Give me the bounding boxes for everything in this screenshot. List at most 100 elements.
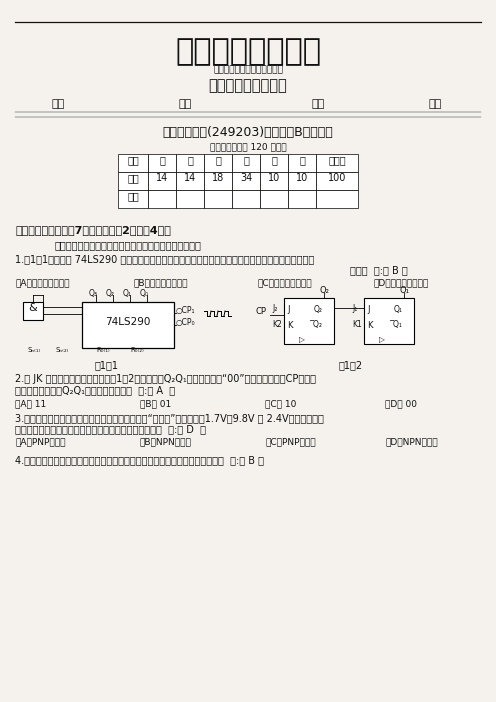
Text: 74LS290: 74LS290	[105, 317, 151, 327]
Text: （C）置数法：五进制: （C）置数法：五进制	[258, 278, 312, 287]
Bar	[118, 190, 148, 208]
Bar	[316, 172, 358, 190]
Text: Q₂: Q₂	[106, 289, 115, 298]
Text: K2: K2	[272, 320, 282, 329]
Bar	[288, 190, 316, 208]
Bar	[316, 190, 358, 208]
Text: ̅Q₁: ̅Q₁	[394, 320, 403, 329]
Text: 图1－2: 图1－2	[339, 360, 363, 370]
Bar	[232, 154, 260, 172]
Text: 上海工程技术大学: 上海工程技术大学	[175, 37, 321, 67]
Bar	[148, 154, 176, 172]
Text: 四: 四	[243, 155, 249, 165]
Bar	[260, 154, 288, 172]
Text: 3.测得某电路中，晶体管的三个管脚电位大小（对“参考地”）分别为：1.7V、9.8V 和 2.4V，试判断该晶: 3.测得某电路中，晶体管的三个管脚电位大小（对“参考地”）分别为：1.7V、9.…	[15, 413, 324, 423]
Bar	[204, 154, 232, 172]
Text: 100: 100	[328, 173, 346, 183]
Text: J: J	[287, 305, 290, 314]
Text: Q₁: Q₁	[399, 286, 409, 295]
Text: K: K	[367, 321, 372, 330]
Text: K1: K1	[352, 320, 362, 329]
Text: 班级: 班级	[179, 99, 191, 109]
Bar	[82, 302, 174, 348]
Text: Sₙ₍₁₎: Sₙ₍₁₎	[27, 347, 40, 353]
Bar	[260, 190, 288, 208]
Text: 学院: 学院	[52, 99, 64, 109]
Text: 14: 14	[156, 173, 168, 183]
Text: 五: 五	[271, 155, 277, 165]
Text: 六: 六	[299, 155, 305, 165]
Text: Sₙ₍₂₎: Sₙ₍₂₎	[55, 347, 68, 353]
Text: 一: 一	[159, 155, 165, 165]
Bar	[232, 190, 260, 208]
Text: 18: 18	[212, 173, 224, 183]
Text: 10: 10	[268, 173, 280, 183]
Bar	[260, 172, 288, 190]
Text: （D） 00: （D） 00	[385, 399, 417, 408]
Bar	[284, 298, 334, 344]
Text: 姓名: 姓名	[311, 99, 324, 109]
Bar	[23, 302, 43, 320]
Text: 学号: 学号	[429, 99, 441, 109]
Text: （D）置数法：六进制: （D）置数法：六进制	[373, 278, 428, 287]
Text: （B） 01: （B） 01	[140, 399, 171, 408]
Bar	[176, 172, 204, 190]
Bar	[288, 154, 316, 172]
Text: 1.图1－1是由芯片 74LS290 构成的任意进制时序电路，试判定该电路是什么改接方法？实现了几进制计: 1.图1－1是由芯片 74LS290 构成的任意进制时序电路，试判定该电路是什么…	[15, 254, 314, 264]
Text: Q₂: Q₂	[314, 305, 323, 314]
Text: （D）NPN型：硅: （D）NPN型：硅	[385, 437, 437, 446]
Text: 体管是什么类型的品体管？该品体管是什么材料构成的？  答:（ D  ）: 体管是什么类型的品体管？该品体管是什么材料构成的？ 答:（ D ）	[15, 424, 206, 434]
Text: （B）清零法：六进制: （B）清零法：六进制	[133, 278, 187, 287]
Bar	[204, 172, 232, 190]
Text: （C）PNP型：硅: （C）PNP型：硅	[265, 437, 315, 446]
Bar	[204, 190, 232, 208]
Text: （B）NPN型：锁: （B）NPN型：锁	[140, 437, 192, 446]
Text: R₀₍₂₎: R₀₍₂₎	[130, 347, 144, 353]
Text: 三: 三	[215, 155, 221, 165]
Bar	[176, 190, 204, 208]
Text: 2.由 JK 触发器构成的时序电路如图1－2所示，如果Q₂Q₁的初始状态为“00”，则当时钟脉冲CP的下一: 2.由 JK 触发器构成的时序电路如图1－2所示，如果Q₂Q₁的初始状态为“00…	[15, 374, 316, 384]
Text: 得分: 得分	[127, 191, 139, 201]
Text: ▷: ▷	[379, 335, 385, 344]
Text: Q₂: Q₂	[319, 286, 329, 295]
Text: Q₁: Q₁	[123, 289, 131, 298]
Text: 4.为了稳定放大电路的输出电流，并降低输入电阻，应引入什么类型的负反馈？  答:（ B ）: 4.为了稳定放大电路的输出电流，并降低输入电阻，应引入什么类型的负反馈？ 答:（…	[15, 455, 264, 465]
Text: R₀₍₁₎: R₀₍₁₎	[96, 347, 110, 353]
Text: 一、选择题（本题共7小题，每小题2分，共4分）: 一、选择题（本题共7小题，每小题2分，共4分）	[15, 225, 171, 235]
Bar	[316, 154, 358, 172]
Text: 个脉冲到来之后，Q₂Q₁将出现什么状态？  答:（ A  ）: 个脉冲到来之后，Q₂Q₁将出现什么状态？ 答:（ A ）	[15, 385, 175, 395]
Bar	[364, 298, 414, 344]
Text: （A）PNP型：锁: （A）PNP型：锁	[15, 437, 65, 446]
Text: J₂: J₂	[272, 304, 277, 313]
Text: （A）清零法：五进制: （A）清零法：五进制	[15, 278, 69, 287]
Bar	[288, 172, 316, 190]
Bar	[118, 172, 148, 190]
Text: （注：请将唯一正确的选项的相应字母，填写在括号里）: （注：请将唯一正确的选项的相应字母，填写在括号里）	[55, 240, 202, 250]
Text: 数器？  答:（ B ）: 数器？ 答:（ B ）	[350, 265, 408, 275]
Text: 14: 14	[184, 173, 196, 183]
Text: J₁: J₁	[352, 304, 357, 313]
Text: ▷: ▷	[299, 335, 305, 344]
Text: （C） 10: （C） 10	[265, 399, 297, 408]
Text: Q₃: Q₃	[88, 289, 98, 298]
Text: 题分: 题分	[127, 173, 139, 183]
Text: 总得分: 总得分	[328, 155, 346, 165]
Text: J: J	[367, 305, 370, 314]
Text: 《电子技术》(249203)课程试卷B参考答案: 《电子技术》(249203)课程试卷B参考答案	[163, 126, 333, 138]
Text: Q₁: Q₁	[394, 305, 403, 314]
Text: ○CP₁: ○CP₁	[176, 305, 195, 314]
Text: 题号: 题号	[127, 155, 139, 165]
Text: 10: 10	[296, 173, 308, 183]
Text: （A） 11: （A） 11	[15, 399, 46, 408]
Text: （本卷考试时间 120 分钟）: （本卷考试时间 120 分钟）	[210, 143, 286, 152]
Bar	[232, 172, 260, 190]
Bar	[176, 154, 204, 172]
Text: 学年第学期考试试卷: 学年第学期考试试卷	[209, 79, 287, 93]
Text: &: &	[29, 303, 37, 313]
Bar	[148, 172, 176, 190]
Text: ̅Q₂: ̅Q₂	[314, 320, 323, 329]
Text: 图1－1: 图1－1	[95, 360, 119, 370]
Text: 二: 二	[187, 155, 193, 165]
Text: Q₀: Q₀	[139, 289, 148, 298]
Text: （勤奋、求是、创新、奉献）: （勤奋、求是、创新、奉献）	[213, 65, 283, 74]
